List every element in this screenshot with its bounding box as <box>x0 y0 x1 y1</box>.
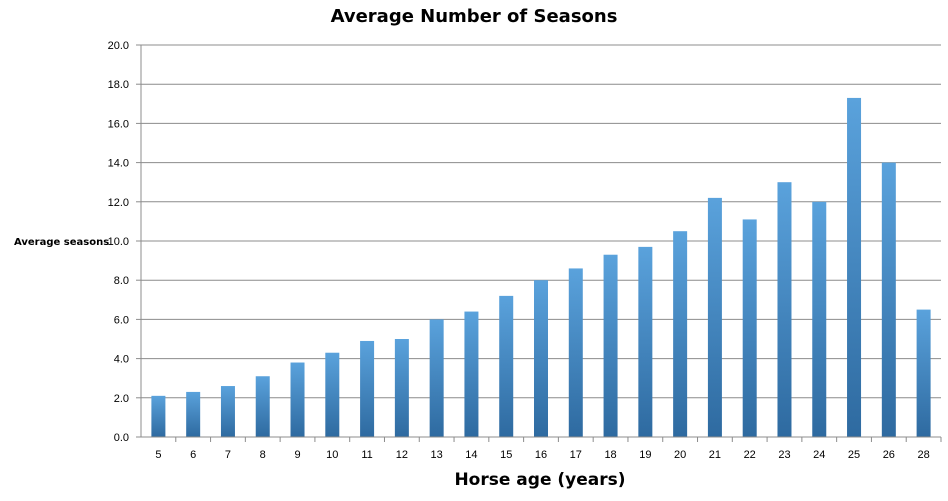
bar-22 <box>742 219 757 437</box>
x-tick-label: 17 <box>570 449 582 461</box>
bar-7 <box>220 386 235 437</box>
y-tick-label: 16.0 <box>108 118 129 130</box>
bar-14 <box>464 311 479 437</box>
y-axis-title: Average seasons <box>14 237 109 248</box>
gridlines <box>141 44 941 399</box>
x-tick-label: 28 <box>917 449 929 461</box>
y-tick-label: 8.0 <box>114 275 129 287</box>
bar-20 <box>673 231 688 437</box>
x-tick-label: 19 <box>639 449 651 461</box>
bar-8 <box>255 376 270 437</box>
x-tick-label: 13 <box>431 449 443 461</box>
y-axis-ticks: 0.0 2.0 4.0 6.0 8.0 10.0 12.0 14.0 16.0 18.0 20.0 <box>108 40 141 444</box>
bar-26 <box>881 162 896 437</box>
y-tick-label: 14.0 <box>108 158 129 170</box>
bar-25 <box>847 97 862 438</box>
y-tick-label: 10.0 <box>108 236 129 248</box>
y-tick-label: 2.0 <box>114 393 129 405</box>
x-tick-label: 10 <box>326 449 338 461</box>
x-tick-label: 21 <box>709 449 721 461</box>
x-tick-label: 23 <box>778 449 790 461</box>
bar-19 <box>638 246 653 437</box>
bar-17 <box>568 268 583 437</box>
bar-23 <box>777 182 792 437</box>
bars <box>151 97 931 438</box>
x-tick-label: 16 <box>535 449 547 461</box>
x-tick-label: 24 <box>813 449 825 461</box>
bar-11 <box>360 340 375 437</box>
y-tick-label: 6.0 <box>114 314 129 326</box>
x-tick-label: 22 <box>744 449 756 461</box>
bar-24 <box>812 201 827 437</box>
bar-21 <box>707 197 722 437</box>
x-tick-label: 11 <box>361 449 372 461</box>
y-tick-label: 4.0 <box>114 354 129 366</box>
x-tick-label: 15 <box>500 449 512 461</box>
x-axis-title: Horse age (years) <box>454 470 625 490</box>
x-tick-label: 6 <box>190 449 196 461</box>
bar-6 <box>186 391 201 437</box>
bar-18 <box>603 254 618 437</box>
x-tick-label: 18 <box>604 449 616 461</box>
bar-5 <box>151 395 166 437</box>
x-tick-label: 8 <box>260 449 266 461</box>
y-tick-label: 20.0 <box>108 40 129 52</box>
bar-16 <box>534 280 548 437</box>
x-axis-ticks: 5 6 7 8 9 10 11 12 13 14 15 16 17 18 19 20 21 22 23 24 25 26 2… <box>155 437 942 461</box>
x-tick-label: 9 <box>294 449 300 461</box>
x-tick-label: 5 <box>155 449 161 461</box>
x-tick-label: 14 <box>465 449 477 461</box>
y-tick-label: 12.0 <box>108 197 129 209</box>
y-tick-label: 0.0 <box>114 432 129 444</box>
x-tick-label: 7 <box>225 449 231 461</box>
x-tick-label: 26 <box>883 449 895 461</box>
bar-13 <box>429 319 444 437</box>
x-tick-label: 25 <box>848 449 860 461</box>
chart-title: Average Number of Seasons <box>331 6 618 27</box>
bar-10 <box>325 352 340 437</box>
bar-9 <box>290 362 305 437</box>
x-tick-label: 20 <box>674 449 686 461</box>
x-tick-label: 12 <box>396 449 408 461</box>
bar-28 <box>916 309 931 437</box>
y-tick-label: 18.0 <box>108 79 129 91</box>
bar-15 <box>499 295 514 437</box>
bar-12 <box>394 339 409 437</box>
